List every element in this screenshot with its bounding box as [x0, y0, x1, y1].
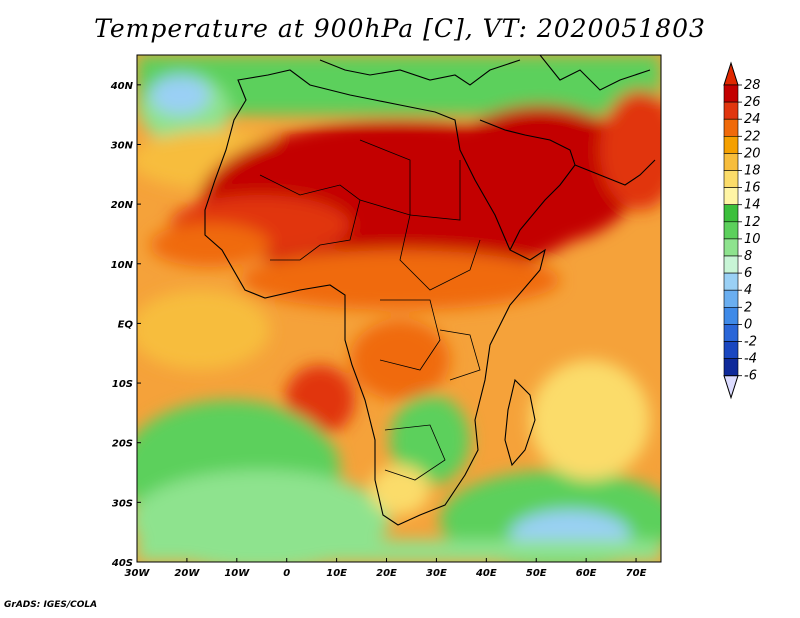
colorbar-label: 26 [744, 95, 761, 110]
lat-tick-label: 10S [112, 379, 133, 390]
colorbar-label: 4 [744, 283, 752, 298]
colorbar-label: 6 [744, 266, 752, 281]
colorbar-segment [723, 238, 739, 257]
coastlines [204, 55, 656, 526]
plot-frame [136, 54, 662, 563]
colorbar-segment [723, 306, 739, 325]
colorbar-label: -4 [744, 352, 757, 367]
lon-tick-label: 60E [576, 568, 597, 579]
lat-tick-label: 30N [111, 140, 134, 151]
lon-tick-label: 30W [125, 568, 151, 579]
map-title: Temperature at 900hPa [C], VT: 202005180… [94, 14, 706, 43]
colorbar-bottom-arrow [723, 375, 739, 400]
temperature-field [137, 55, 661, 562]
colorbar-label: 16 [744, 181, 761, 196]
colorbar-segment [723, 341, 739, 359]
lat-tick-label: 40N [110, 81, 134, 92]
colorbar-segment [723, 170, 739, 188]
colorbar-label: 22 [744, 129, 761, 144]
colorbar-segment [723, 358, 739, 377]
longitude-ticks: 30W 20W 10W 0 10E 20E 30E 40E 50E 60E 70E [125, 558, 647, 579]
lon-tick-label: 10E [326, 568, 347, 579]
colorbar-label: 10 [744, 232, 761, 247]
colorbar-label: 20 [744, 146, 761, 161]
colorbar-segment [723, 204, 739, 223]
lat-tick-label: 30S [112, 498, 133, 509]
colorbar-label: 14 [744, 198, 761, 213]
lon-tick-label: 40E [475, 568, 497, 579]
colorbar-label: 24 [744, 112, 761, 127]
colorbar-label: -6 [744, 369, 757, 384]
colorbar-segment [723, 153, 739, 171]
lat-tick-label: 20S [112, 439, 133, 450]
colorbar-segment [723, 136, 739, 154]
colorbar-segment [723, 221, 739, 240]
colorbar-top-arrow [723, 61, 739, 86]
colorbar-segment [723, 84, 739, 103]
colorbar-label: 8 [744, 249, 752, 264]
lon-tick-label: 0 [283, 568, 290, 579]
colorbar-label: 12 [744, 215, 761, 230]
lon-tick-label: 20W [174, 568, 200, 579]
lon-tick-label: 30E [426, 568, 447, 579]
lat-tick-label: EQ [118, 319, 134, 330]
lat-tick-label: 10N [111, 260, 134, 271]
colorbar-label: 0 [744, 317, 752, 332]
lon-tick-label: 20E [376, 568, 397, 579]
colorbar-segment [723, 118, 739, 137]
footer-credit: GrADS: IGES/COLA [4, 600, 98, 610]
colorbar-segment [723, 272, 739, 291]
lon-tick-label: 50E [526, 568, 547, 579]
colorbar-segment [723, 289, 739, 308]
lon-tick-label: 70E [626, 568, 647, 579]
lat-tick-label: 40S [111, 558, 133, 569]
colorbar-segment [723, 255, 739, 274]
colorbar-label: 2 [744, 300, 752, 315]
lat-tick-label: 20N [111, 200, 134, 211]
colorbar-label: 28 [744, 78, 761, 93]
colorbar-segment [723, 187, 739, 206]
colorbar-label: 18 [744, 164, 761, 179]
lon-tick-label: 10W [224, 568, 250, 579]
colorbar-segment [723, 324, 739, 342]
latitude-ticks: 40N 30N 20N 10N EQ 10S 20S 30S 40S [110, 81, 141, 569]
colorbar-label: -2 [744, 335, 757, 350]
colorbar-segment [723, 101, 739, 120]
